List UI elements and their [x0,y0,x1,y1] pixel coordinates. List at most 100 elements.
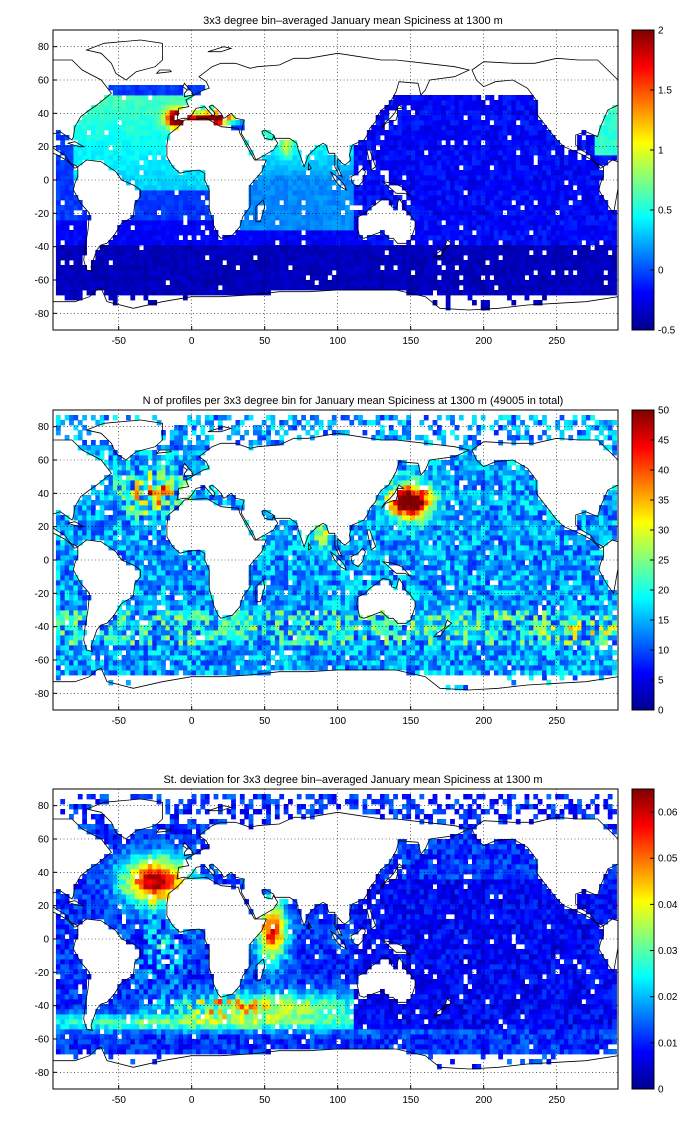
data-cell [362,165,368,171]
data-cell [191,235,197,241]
data-cell [353,195,359,201]
data-cell [489,145,495,151]
data-cell [178,270,184,276]
data-cell [55,175,61,181]
data-cell [130,295,136,301]
data-cell [156,660,162,666]
data-cell [174,230,179,236]
data-cell [511,130,517,136]
data-cell [147,210,153,216]
data-cell [476,150,482,156]
data-cell [112,290,118,296]
data-cell [546,285,552,291]
data-cell [292,155,298,161]
data-cell [380,285,385,291]
data-cell [288,280,293,286]
data-cell [77,285,83,291]
data-cell [467,130,473,136]
data-cell [318,190,324,196]
data-cell [323,240,328,246]
data-cell [419,180,425,186]
data-cell [340,205,346,211]
data-cell [489,225,495,231]
data-cell [480,185,486,191]
data-cell [441,130,447,136]
data-cell [283,230,289,236]
data-cell [515,630,521,636]
data-cell [82,660,87,666]
data-cell [152,120,158,126]
data-cell [594,180,600,186]
data-cell [555,155,560,161]
data-cell [130,160,136,166]
data-cell [393,650,398,656]
data-cell [55,135,61,141]
data-cell [406,145,412,151]
data-cell [209,640,214,646]
data-cell [327,285,333,291]
data-cell [121,665,127,671]
data-cell [515,640,521,646]
data-cell [401,660,407,666]
data-cell [445,115,451,121]
data-cell [283,265,289,271]
data-cell [152,220,158,226]
data-cell [511,225,517,231]
data-cell [515,175,521,181]
data-cell [467,660,473,666]
data-cell [388,240,394,246]
data-cell [572,170,578,176]
data-cell [568,280,574,286]
data-cell [248,645,254,651]
data-cell [143,280,149,286]
data-cell [524,255,530,261]
data-cell [577,255,582,261]
data-cell [143,635,149,641]
data-cell [95,125,101,131]
data-cell [323,285,328,291]
data-cell [191,655,197,661]
data-cell [134,650,140,656]
data-cell [498,125,504,131]
data-cell [577,290,582,296]
data-cell [415,175,420,181]
data-cell [594,265,600,271]
data-cell [108,290,114,296]
data-cell [139,270,144,276]
data-cell [187,270,193,276]
data-cell [349,645,355,651]
data-cell [559,220,565,226]
data-cell [248,225,254,231]
data-cell [388,255,394,261]
data-cell [165,130,171,136]
data-cell [292,185,298,191]
data-cell [204,280,210,286]
data-cell [274,235,280,241]
data-cell [323,245,328,251]
data-cell [174,195,179,201]
data-cell [235,285,241,291]
data-cell [432,140,438,146]
data-cell [485,120,490,126]
data-cell [222,630,228,636]
data-cell [480,165,486,171]
data-cell [305,190,311,196]
data-cell [336,215,342,221]
data-cell [542,165,547,171]
mask-right [618,28,630,332]
data-cell [196,170,201,176]
data-cell [169,90,175,96]
data-cell [401,255,407,261]
data-cell [463,265,469,271]
data-cell [401,135,407,141]
data-cell [415,195,420,201]
data-cell [599,650,604,656]
data-cell [489,170,495,176]
data-cell [594,185,600,191]
data-cell [450,185,455,191]
data-cell [340,230,346,236]
data-cell [463,280,469,286]
data-cell [415,275,420,281]
data-cell [340,240,346,246]
data-cell [99,275,105,281]
